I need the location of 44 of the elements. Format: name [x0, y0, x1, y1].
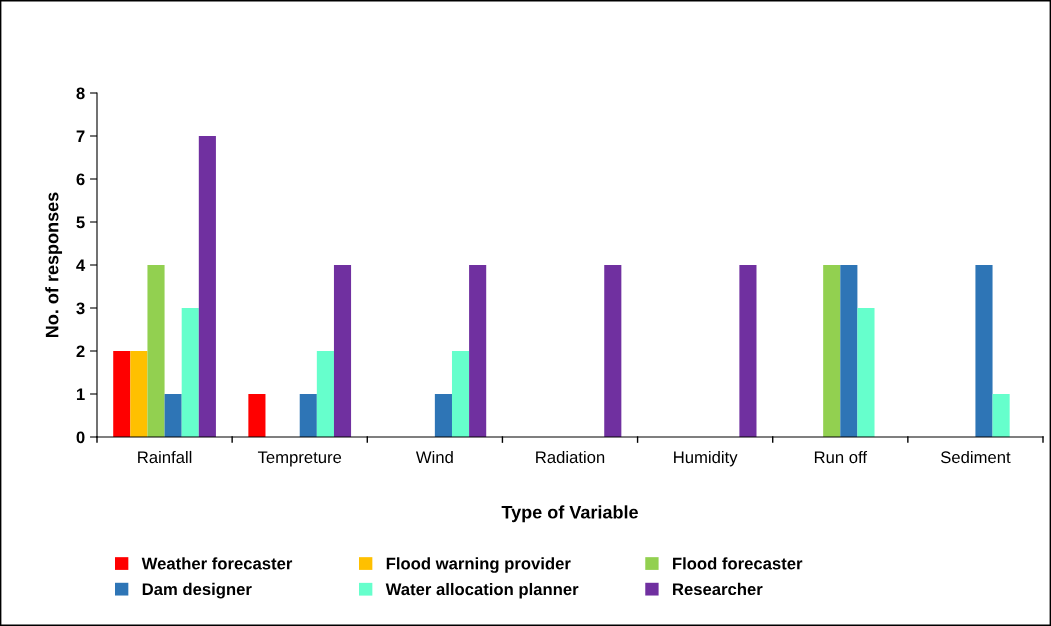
x-tick-label: Wind — [415, 450, 453, 464]
bar — [181, 308, 199, 437]
bar — [248, 394, 266, 437]
legend-label: Flood forecaster — [673, 557, 803, 570]
bar — [316, 351, 334, 437]
x-tick-label: Rainfall — [138, 450, 192, 464]
y-tick-label: 4 — [76, 259, 86, 272]
x-tick-label: Sediment — [940, 450, 1011, 464]
bar — [604, 265, 622, 437]
bar — [113, 351, 131, 437]
x-tick-label: Run off — [814, 450, 868, 464]
bar — [857, 308, 875, 437]
y-axis-title: No. of responses — [45, 192, 63, 338]
y-tick-label: 7 — [76, 130, 85, 143]
legend-label: Dam designer — [142, 582, 252, 599]
y-tick-label: 3 — [76, 302, 85, 315]
bar — [299, 394, 317, 437]
bar — [164, 394, 182, 437]
bar — [198, 136, 216, 437]
bar — [739, 265, 757, 437]
legend-label: Researcher — [673, 582, 763, 596]
bar — [130, 351, 148, 437]
legend-label: Weather forecaster — [141, 557, 293, 570]
bar — [975, 265, 993, 437]
x-tick-label: Radiation — [536, 450, 605, 464]
y-tick-label: 6 — [76, 173, 85, 186]
bar — [333, 265, 352, 437]
y-tick-label: 2 — [76, 345, 85, 358]
legend-label: Flood warning provider — [386, 557, 571, 573]
bar — [992, 394, 1010, 437]
legend-label: Water allocation planner — [385, 582, 579, 599]
bar — [469, 265, 487, 437]
x-axis-title: Type of Variable — [501, 505, 638, 523]
bar — [840, 265, 858, 437]
y-tick-label: 5 — [76, 216, 85, 229]
y-tick-label: 1 — [76, 388, 85, 401]
bar — [147, 265, 165, 437]
bar — [434, 394, 452, 437]
y-tick-label: 8 — [76, 87, 85, 100]
x-tick-label: Humidity — [674, 450, 738, 467]
x-tick-label: Tempreture — [257, 451, 342, 467]
bar — [451, 351, 470, 437]
bar — [823, 265, 841, 437]
y-tick-label: 0 — [76, 431, 85, 444]
